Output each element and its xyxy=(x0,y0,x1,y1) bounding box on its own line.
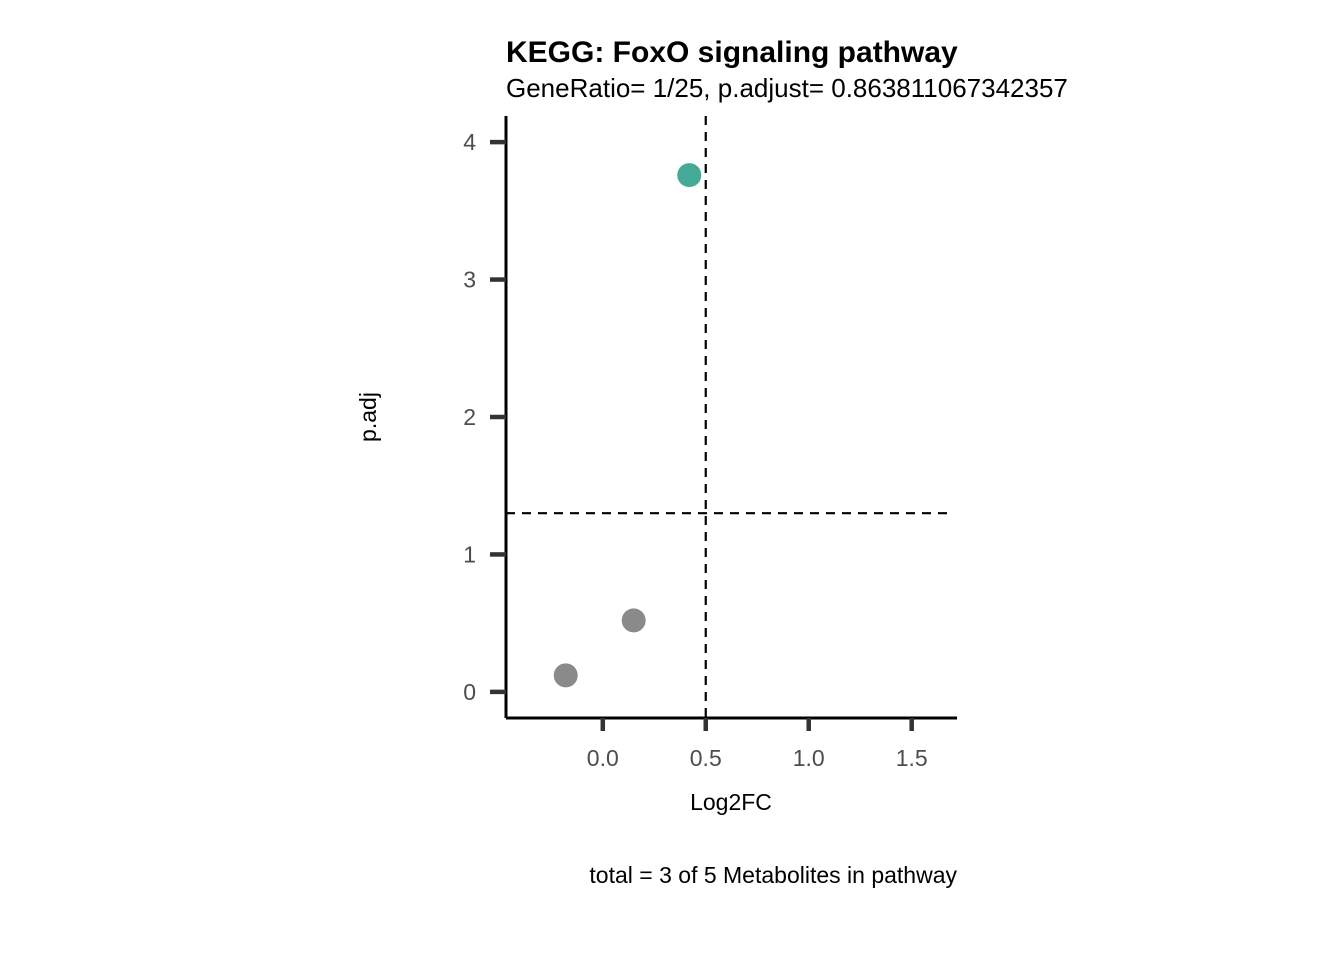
chart-caption: total = 3 of 5 Metabolites in pathway xyxy=(589,862,957,888)
data-point xyxy=(621,608,646,633)
y-axis-title: p.adj xyxy=(355,392,381,442)
chart-title: KEGG: FoxO signaling pathway xyxy=(506,36,958,69)
x-axis-ticks: 0.0 0.5 1.0 1.5 xyxy=(587,718,928,771)
x-tick-label: 1.0 xyxy=(793,745,825,771)
data-point xyxy=(553,663,578,688)
chart-subtitle: GeneRatio= 1/25, p.adjust= 0.86381106734… xyxy=(506,73,1068,103)
x-tick-label: 1.5 xyxy=(896,745,928,771)
y-axis-ticks: 0 1 2 3 4 xyxy=(463,129,506,705)
reference-lines xyxy=(506,116,949,718)
x-tick-label: 0.5 xyxy=(690,745,722,771)
y-tick-label: 4 xyxy=(463,129,476,155)
y-tick-label: 3 xyxy=(463,267,476,293)
x-tick-label: 0.0 xyxy=(587,745,619,771)
axes xyxy=(504,116,957,720)
x-axis-title: Log2FC xyxy=(690,789,772,815)
data-point xyxy=(677,163,702,188)
y-tick-label: 1 xyxy=(463,541,476,567)
y-tick-label: 0 xyxy=(463,679,476,705)
data-points xyxy=(553,163,702,688)
y-tick-label: 2 xyxy=(463,404,476,430)
